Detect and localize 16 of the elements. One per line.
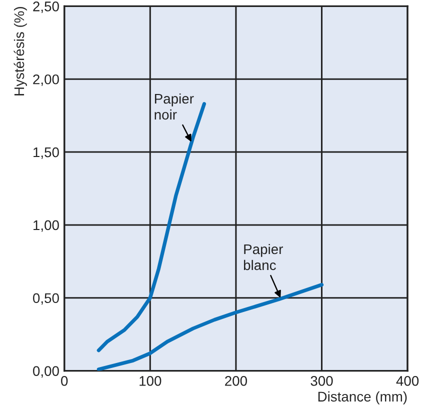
x-tick-label: 100 <box>140 376 162 386</box>
x-tick-label: 200 <box>225 376 247 386</box>
y-tick-label: 0,50 <box>33 293 59 305</box>
annotation: Papier blanc <box>244 244 283 270</box>
y-tick-label: 2,00 <box>33 74 59 86</box>
y-tick-label: 0,00 <box>33 366 59 378</box>
x-axis-title: Distance (mm) <box>318 391 407 404</box>
y-axis-title: Hystérésis (%) <box>14 7 27 96</box>
x-tick-label: 300 <box>310 376 333 386</box>
y-tick-label: 1,50 <box>34 147 59 159</box>
y-tick-label: 1,00 <box>34 220 59 232</box>
annotation: Papier noir <box>154 93 194 120</box>
line-series <box>96 282 324 371</box>
x-tick-label: 400 <box>396 376 419 386</box>
y-tick-label: 2,50 <box>33 2 59 13</box>
x-tick-label: 0 <box>61 376 68 386</box>
